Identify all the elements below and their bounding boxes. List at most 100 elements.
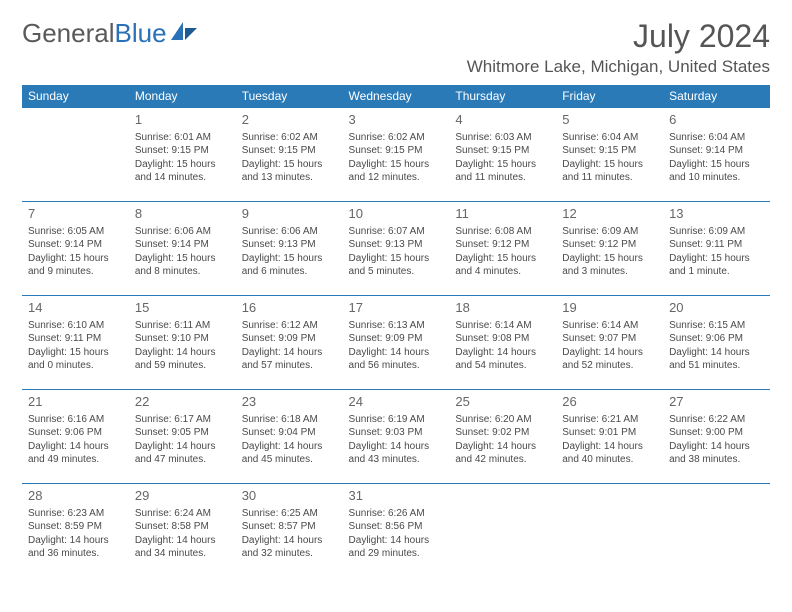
daylight-text: Daylight: 15 hours <box>455 158 550 172</box>
sunrise-text: Sunrise: 6:07 AM <box>349 225 444 239</box>
day-number: 3 <box>349 111 444 129</box>
daylight-text: Daylight: 15 hours <box>242 252 337 266</box>
calendar-day-cell: 27Sunrise: 6:22 AMSunset: 9:00 PMDayligh… <box>663 390 770 484</box>
daylight-text: and 52 minutes. <box>562 359 657 373</box>
calendar-day-cell: 6Sunrise: 6:04 AMSunset: 9:14 PMDaylight… <box>663 108 770 202</box>
daylight-text: and 32 minutes. <box>242 547 337 561</box>
daylight-text: Daylight: 15 hours <box>349 158 444 172</box>
day-number: 17 <box>349 299 444 317</box>
sunrise-text: Sunrise: 6:04 AM <box>669 131 764 145</box>
brand-part2: Blue <box>115 18 167 49</box>
calendar-day-cell: 9Sunrise: 6:06 AMSunset: 9:13 PMDaylight… <box>236 202 343 296</box>
sunset-text: Sunset: 8:57 PM <box>242 520 337 534</box>
sunrise-text: Sunrise: 6:15 AM <box>669 319 764 333</box>
sunrise-text: Sunrise: 6:09 AM <box>669 225 764 239</box>
sunrise-text: Sunrise: 6:09 AM <box>562 225 657 239</box>
sunset-text: Sunset: 8:56 PM <box>349 520 444 534</box>
sunset-text: Sunset: 9:01 PM <box>562 426 657 440</box>
day-number: 27 <box>669 393 764 411</box>
daylight-text: Daylight: 14 hours <box>349 440 444 454</box>
daylight-text: Daylight: 14 hours <box>669 440 764 454</box>
daylight-text: Daylight: 15 hours <box>669 158 764 172</box>
sunset-text: Sunset: 9:13 PM <box>242 238 337 252</box>
day-number: 11 <box>455 205 550 223</box>
sunset-text: Sunset: 9:15 PM <box>562 144 657 158</box>
calendar-day-cell: 19Sunrise: 6:14 AMSunset: 9:07 PMDayligh… <box>556 296 663 390</box>
month-title: July 2024 <box>467 18 770 55</box>
daylight-text: and 49 minutes. <box>28 453 123 467</box>
daylight-text: Daylight: 15 hours <box>669 252 764 266</box>
sunset-text: Sunset: 9:13 PM <box>349 238 444 252</box>
calendar-day-cell: 26Sunrise: 6:21 AMSunset: 9:01 PMDayligh… <box>556 390 663 484</box>
sunrise-text: Sunrise: 6:17 AM <box>135 413 230 427</box>
day-number: 7 <box>28 205 123 223</box>
sunset-text: Sunset: 9:15 PM <box>242 144 337 158</box>
calendar-day-cell: 20Sunrise: 6:15 AMSunset: 9:06 PMDayligh… <box>663 296 770 390</box>
sunrise-text: Sunrise: 6:20 AM <box>455 413 550 427</box>
daylight-text: and 29 minutes. <box>349 547 444 561</box>
sunset-text: Sunset: 9:04 PM <box>242 426 337 440</box>
day-number: 19 <box>562 299 657 317</box>
sunset-text: Sunset: 9:09 PM <box>242 332 337 346</box>
sunset-text: Sunset: 9:12 PM <box>455 238 550 252</box>
day-number: 16 <box>242 299 337 317</box>
daylight-text: and 56 minutes. <box>349 359 444 373</box>
sunset-text: Sunset: 9:02 PM <box>455 426 550 440</box>
daylight-text: Daylight: 15 hours <box>135 158 230 172</box>
daylight-text: Daylight: 15 hours <box>28 252 123 266</box>
day-number: 20 <box>669 299 764 317</box>
sunrise-text: Sunrise: 6:19 AM <box>349 413 444 427</box>
sunset-text: Sunset: 9:15 PM <box>349 144 444 158</box>
sunrise-text: Sunrise: 6:10 AM <box>28 319 123 333</box>
sunset-text: Sunset: 9:06 PM <box>28 426 123 440</box>
sunset-text: Sunset: 9:15 PM <box>455 144 550 158</box>
daylight-text: Daylight: 15 hours <box>562 252 657 266</box>
day-number: 10 <box>349 205 444 223</box>
daylight-text: and 9 minutes. <box>28 265 123 279</box>
sunrise-text: Sunrise: 6:06 AM <box>242 225 337 239</box>
sunset-text: Sunset: 8:58 PM <box>135 520 230 534</box>
daylight-text: and 12 minutes. <box>349 171 444 185</box>
sunset-text: Sunset: 9:03 PM <box>349 426 444 440</box>
daylight-text: Daylight: 14 hours <box>28 440 123 454</box>
daylight-text: and 1 minute. <box>669 265 764 279</box>
sunset-text: Sunset: 9:14 PM <box>28 238 123 252</box>
day-number: 26 <box>562 393 657 411</box>
daylight-text: Daylight: 15 hours <box>455 252 550 266</box>
calendar-empty-cell <box>22 108 129 202</box>
sunset-text: Sunset: 9:14 PM <box>135 238 230 252</box>
calendar-day-cell: 8Sunrise: 6:06 AMSunset: 9:14 PMDaylight… <box>129 202 236 296</box>
daylight-text: Daylight: 15 hours <box>349 252 444 266</box>
sunset-text: Sunset: 9:08 PM <box>455 332 550 346</box>
calendar-day-cell: 25Sunrise: 6:20 AMSunset: 9:02 PMDayligh… <box>449 390 556 484</box>
daylight-text: and 4 minutes. <box>455 265 550 279</box>
sunset-text: Sunset: 9:09 PM <box>349 332 444 346</box>
weekday-header: Friday <box>556 85 663 108</box>
daylight-text: and 8 minutes. <box>135 265 230 279</box>
daylight-text: and 13 minutes. <box>242 171 337 185</box>
daylight-text: Daylight: 14 hours <box>135 534 230 548</box>
calendar-header-row: SundayMondayTuesdayWednesdayThursdayFrid… <box>22 85 770 108</box>
calendar-day-cell: 16Sunrise: 6:12 AMSunset: 9:09 PMDayligh… <box>236 296 343 390</box>
daylight-text: and 42 minutes. <box>455 453 550 467</box>
calendar-day-cell: 21Sunrise: 6:16 AMSunset: 9:06 PMDayligh… <box>22 390 129 484</box>
daylight-text: Daylight: 14 hours <box>562 440 657 454</box>
sunrise-text: Sunrise: 6:14 AM <box>562 319 657 333</box>
day-number: 22 <box>135 393 230 411</box>
day-number: 30 <box>242 487 337 505</box>
sail-icon <box>171 18 197 49</box>
day-number: 6 <box>669 111 764 129</box>
day-number: 18 <box>455 299 550 317</box>
day-number: 8 <box>135 205 230 223</box>
calendar-table: SundayMondayTuesdayWednesdayThursdayFrid… <box>22 85 770 578</box>
daylight-text: and 38 minutes. <box>669 453 764 467</box>
daylight-text: Daylight: 14 hours <box>669 346 764 360</box>
day-number: 4 <box>455 111 550 129</box>
daylight-text: and 59 minutes. <box>135 359 230 373</box>
calendar-day-cell: 30Sunrise: 6:25 AMSunset: 8:57 PMDayligh… <box>236 484 343 578</box>
calendar-day-cell: 2Sunrise: 6:02 AMSunset: 9:15 PMDaylight… <box>236 108 343 202</box>
sunrise-text: Sunrise: 6:13 AM <box>349 319 444 333</box>
calendar-day-cell: 24Sunrise: 6:19 AMSunset: 9:03 PMDayligh… <box>343 390 450 484</box>
sunrise-text: Sunrise: 6:26 AM <box>349 507 444 521</box>
day-number: 2 <box>242 111 337 129</box>
